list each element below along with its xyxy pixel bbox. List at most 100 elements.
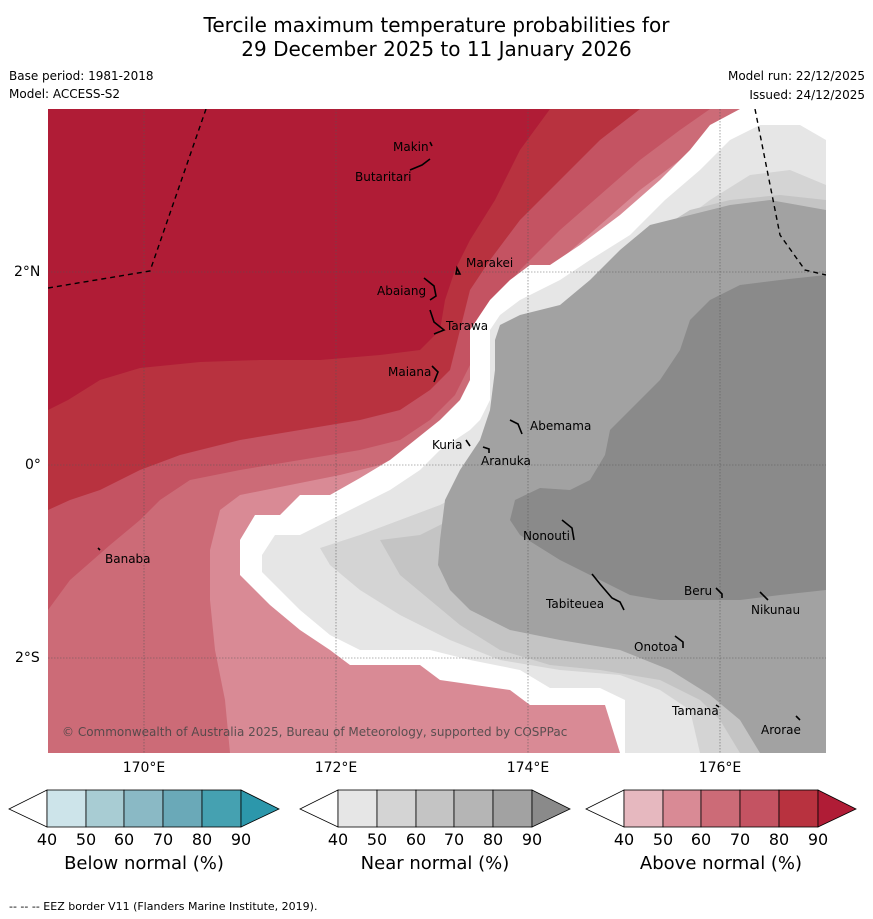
colorbar-above-swatch [662,789,702,828]
island-tamana [715,704,720,708]
label-nikunau: Nikunau [751,603,800,617]
label-makin: Makin [393,140,429,154]
tick-near-40: 40 [328,830,348,849]
colorbar-above-swatch [778,789,819,828]
label-nonouti: Nonouti [523,529,570,543]
island-banaba [97,547,101,551]
copyright-watermark: © Commonwealth of Australia 2025, Bureau… [62,725,567,739]
colorbar-above-title: Above normal (%) [639,853,803,874]
colorbar-near-extend-low [299,789,339,828]
label-butaritari: Butaritari [355,170,412,184]
island-beru [715,587,723,598]
island-nonouti [561,519,575,541]
chart-title-line2: 29 December 2025 to 11 January 2026 [241,37,632,61]
colorbar-near-swatch [337,789,378,828]
map-area [48,109,826,753]
grid-lines [48,109,826,753]
label-abemama: Abemama [530,419,591,433]
lon-label-170e: 170°E [122,760,166,776]
label-aranuka: Aranuka [481,454,531,468]
eez-footer-note: -- -- -- EEZ border V11 (Flanders Marine… [9,900,318,913]
islands [97,141,801,721]
island-tabiteuea [591,573,625,611]
island-maiana [431,365,439,383]
eez-border-west [48,109,207,289]
label-abaiang: Abaiang [377,284,426,298]
island-abaiang [423,277,437,301]
tick-near-70: 70 [444,830,464,849]
colorbar-below-title: Below normal (%) [64,853,224,874]
label-tarawa: Tarawa [445,319,488,333]
lat-label-2s: 2°S [15,650,40,666]
label-tamana: Tamana [671,704,719,718]
colorbar-near-swatch [453,789,494,828]
colorbar-above [585,789,857,828]
colorbar-above-swatch [623,789,664,828]
colorbar-above-swatch [700,789,741,828]
label-marakei: Marakei [466,256,513,270]
colorbar-tick-labels: 40 50 60 70 80 90 40 50 60 70 80 90 40 5… [37,830,828,849]
tick-above-40: 40 [614,830,634,849]
colorbar-near-swatch [415,789,455,828]
colorbar-below-swatch [85,789,125,828]
island-aranuka [482,446,490,453]
tick-above-90: 90 [808,830,828,849]
label-arorae: Arorae [761,723,801,737]
lon-label-174e: 174°E [506,760,550,776]
lat-label-0: 0° [25,457,41,473]
tick-below-50: 50 [76,830,96,849]
chart-title-line1: Tercile maximum temperature probabilitie… [203,13,670,37]
lon-label-172e: 172°E [314,760,358,776]
colorbar-near-swatch [492,789,533,828]
label-onotoa: Onotoa [634,640,678,654]
colorbar-above-extend-high [817,789,857,828]
colorbar-below-swatch [162,789,203,828]
island-marakei [455,265,462,275]
tick-near-80: 80 [483,830,503,849]
tick-below-80: 80 [192,830,212,849]
colorbar-above-swatch [739,789,780,828]
colorbar-below-swatch [123,789,164,828]
island-arorae [795,715,801,721]
model-run: Model run: 22/12/2025 [727,69,865,83]
eez-border-east [754,109,826,276]
colorbar-near-title: Near normal (%) [360,853,510,874]
colorbar-below [8,789,280,828]
tick-above-60: 60 [691,830,711,849]
tick-near-60: 60 [406,830,426,849]
tick-near-90: 90 [522,830,542,849]
lat-label-2n: 2°N [14,264,41,280]
colorbar-near-swatch [376,789,417,828]
tick-below-40: 40 [37,830,57,849]
colorbar-above-extend-low [585,789,625,828]
label-tabiteuea: Tabiteuea [545,597,604,611]
tick-above-50: 50 [653,830,673,849]
colorbar-near-extend-high [531,789,571,828]
place-labels: Makin Butaritari Marakei Abaiang Tarawa … [105,140,801,737]
colorbar-below-extend-high [240,789,280,828]
base-period: Base period: 1981-2018 [9,69,154,83]
tick-below-60: 60 [114,830,134,849]
island-nikunau [759,591,769,601]
label-kuria: Kuria [432,438,463,452]
island-onotoa [674,635,684,648]
model-name: Model: ACCESS-S2 [9,87,121,101]
colorbar-below-extend-low [8,789,48,828]
tick-below-90: 90 [231,830,251,849]
island-butaritari [409,158,431,171]
tick-below-70: 70 [153,830,173,849]
label-banaba: Banaba [105,552,151,566]
tick-above-80: 80 [769,830,789,849]
island-abemama [509,419,523,435]
contour-near-80 [510,275,826,600]
colorbar-below-swatch [201,789,242,828]
label-beru: Beru [684,584,712,598]
island-tarawa [429,309,446,335]
tick-near-50: 50 [367,830,387,849]
island-kuria [465,439,471,447]
island-makin [429,141,433,147]
issued-date: Issued: 24/12/2025 [749,88,865,102]
lon-label-176e: 176°E [698,760,742,776]
label-maiana: Maiana [388,365,431,379]
